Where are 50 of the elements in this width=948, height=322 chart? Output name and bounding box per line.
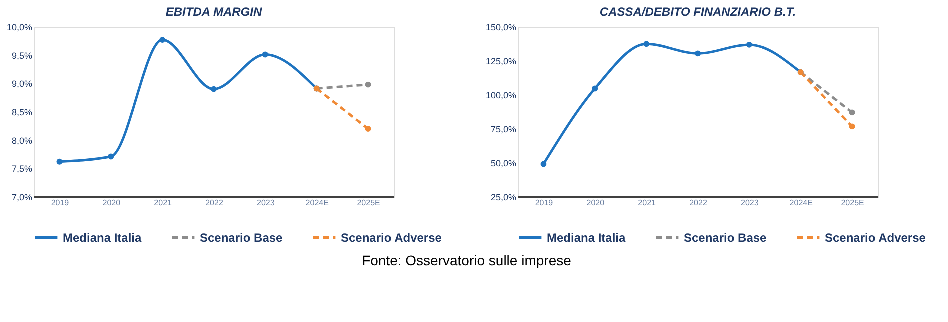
point xyxy=(695,50,701,57)
point xyxy=(160,37,166,43)
x-tick-label: 2022 xyxy=(690,198,708,208)
x-tick-label: 2019 xyxy=(535,198,554,208)
legend-label: Mediana Italia xyxy=(547,230,626,245)
legend-label: Scenario Adverse xyxy=(341,230,442,245)
x-tick-label: 2021 xyxy=(638,198,657,208)
x-tick-label: 2020 xyxy=(102,198,122,208)
y-tick-label: 125,0% xyxy=(486,56,516,66)
y-tick-label: 9,0% xyxy=(12,79,32,90)
x-tick-label: 2020 xyxy=(586,198,606,208)
point xyxy=(365,82,372,88)
point xyxy=(746,42,752,48)
x-tick-label: 2025E xyxy=(841,198,864,208)
point xyxy=(211,86,217,92)
point xyxy=(365,126,372,132)
point xyxy=(540,161,547,168)
y-tick-label: 100,0% xyxy=(486,90,516,100)
x-tick-label: 2024E xyxy=(790,198,813,208)
y-tick-label: 8,5% xyxy=(12,108,32,118)
x-tick-label: 2025E xyxy=(357,198,380,208)
point xyxy=(262,52,268,58)
y-tick-label: 7,5% xyxy=(12,164,32,174)
legend-label: Scenario Base xyxy=(684,230,768,245)
source-note: Fonte: Osservatorio sulle imprese xyxy=(362,252,572,268)
legend-label: Mediana Italia xyxy=(63,230,142,245)
y-tick-label: 75,0% xyxy=(490,124,516,134)
chart-title: CASSA/DEBITO FINANZIARIO B.T. xyxy=(600,5,796,19)
y-tick-label: 10,0% xyxy=(6,22,32,32)
y-tick-label: 50,0% xyxy=(490,158,516,168)
x-tick-label: 2019 xyxy=(51,198,70,208)
y-tick-label: 8,0% xyxy=(12,136,32,146)
chart-title: EBITDA MARGIN xyxy=(166,5,262,19)
point xyxy=(56,158,63,165)
x-tick-label: 2023 xyxy=(257,198,276,208)
legend-label: Scenario Adverse xyxy=(825,230,926,245)
point xyxy=(849,124,856,130)
y-tick-label: 25,0% xyxy=(490,192,516,202)
x-tick-label: 2024E xyxy=(306,198,329,208)
y-tick-label: 7,0% xyxy=(12,192,32,202)
y-tick-label: 9,5% xyxy=(12,50,32,61)
y-tick-label: 150,0% xyxy=(486,22,516,32)
point xyxy=(108,154,114,160)
point xyxy=(849,110,856,116)
x-tick-label: 2023 xyxy=(741,198,760,208)
point xyxy=(592,86,598,92)
legend-label: Scenario Base xyxy=(200,230,284,245)
x-tick-label: 2022 xyxy=(206,198,224,208)
point xyxy=(644,41,650,48)
x-tick-label: 2021 xyxy=(154,198,173,208)
